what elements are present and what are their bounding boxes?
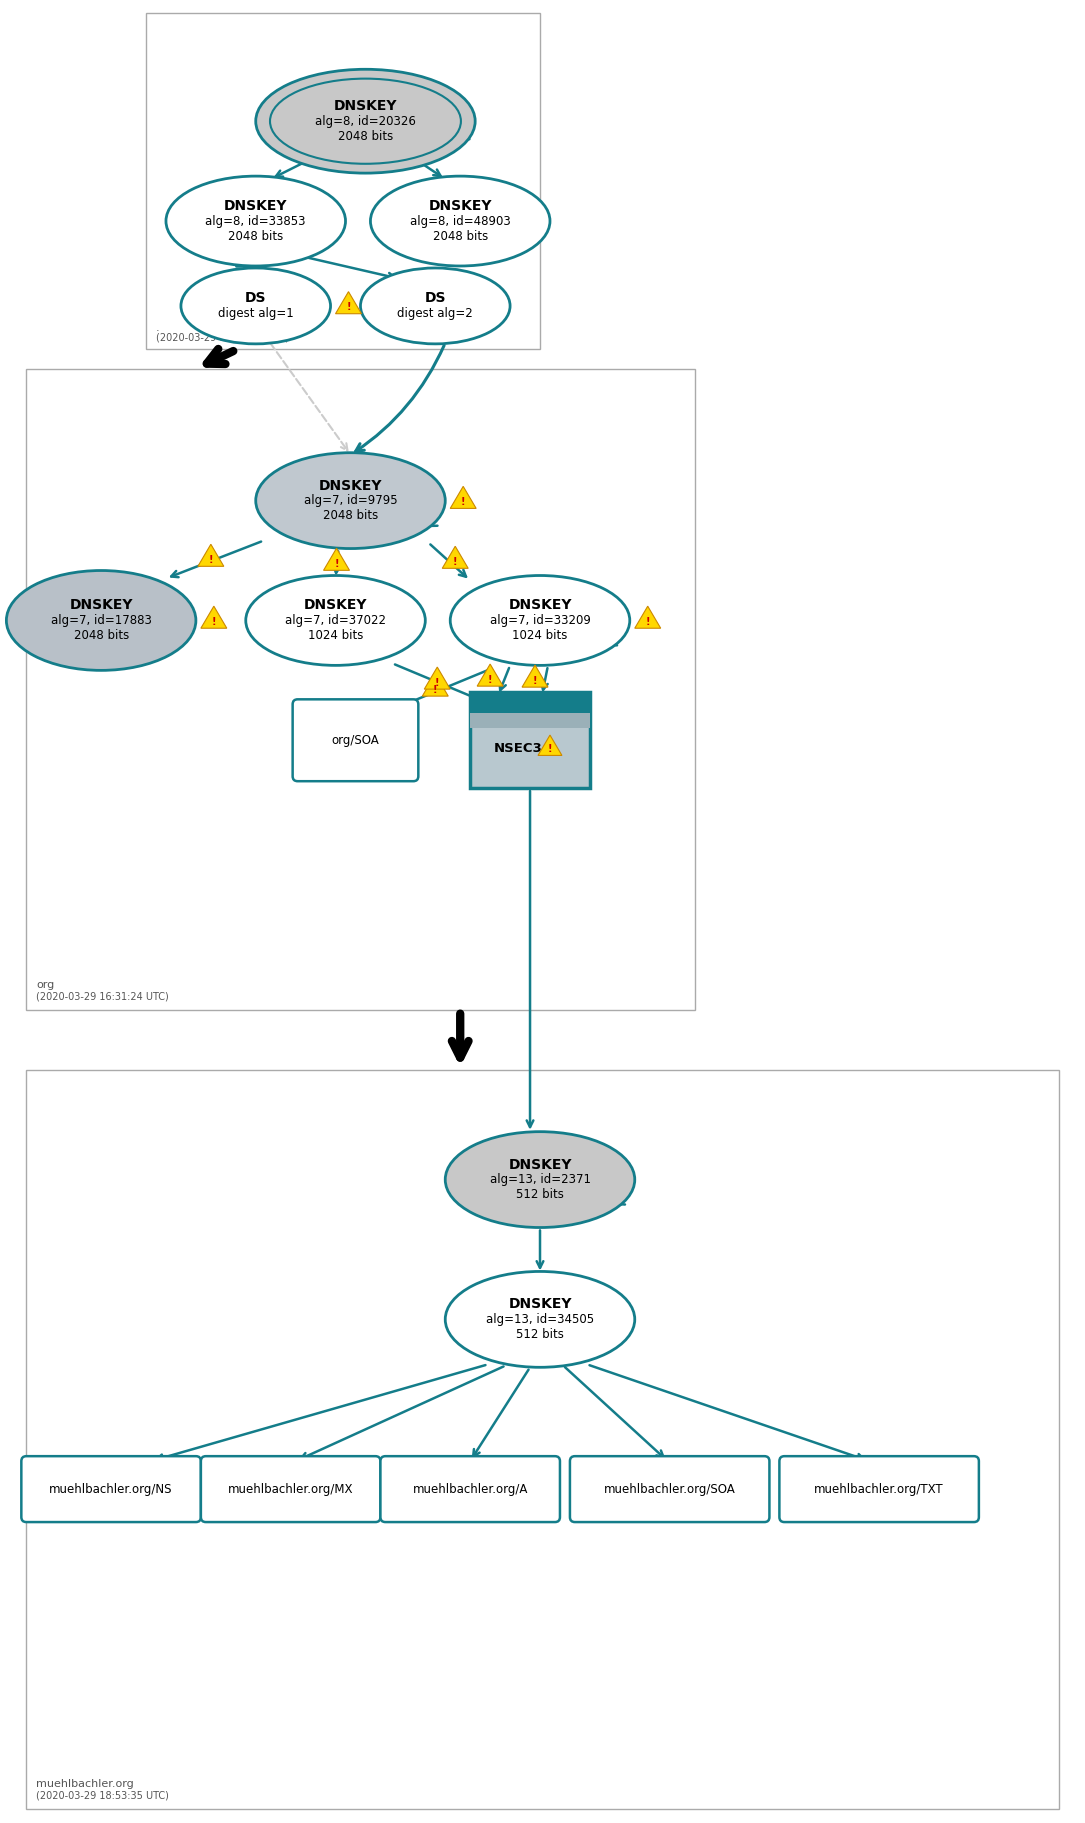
- Ellipse shape: [445, 1132, 635, 1227]
- Text: .: .: [156, 323, 159, 334]
- FancyBboxPatch shape: [570, 1457, 769, 1522]
- Text: 2048 bits: 2048 bits: [337, 129, 393, 142]
- Text: DNSKEY: DNSKEY: [224, 199, 288, 213]
- Text: alg=13, id=34505: alg=13, id=34505: [486, 1313, 595, 1325]
- Text: DNSKEY: DNSKEY: [69, 598, 132, 613]
- FancyBboxPatch shape: [381, 1457, 560, 1522]
- FancyBboxPatch shape: [26, 368, 694, 1010]
- Polygon shape: [450, 487, 476, 509]
- Polygon shape: [323, 549, 349, 571]
- Text: alg=8, id=33853: alg=8, id=33853: [205, 215, 306, 228]
- Text: muehlbachler.org/MX: muehlbachler.org/MX: [228, 1482, 354, 1495]
- Text: !: !: [346, 303, 350, 312]
- Text: 512 bits: 512 bits: [516, 1327, 564, 1342]
- Text: muehlbachler.org: muehlbachler.org: [36, 1779, 135, 1788]
- Polygon shape: [335, 292, 361, 314]
- FancyBboxPatch shape: [146, 13, 540, 348]
- Text: digest alg=2: digest alg=2: [397, 306, 473, 319]
- Polygon shape: [635, 607, 661, 629]
- FancyBboxPatch shape: [470, 693, 590, 713]
- FancyBboxPatch shape: [470, 713, 590, 727]
- Text: DNSKEY: DNSKEY: [319, 479, 382, 492]
- Polygon shape: [424, 667, 450, 689]
- Text: 1024 bits: 1024 bits: [308, 629, 363, 642]
- Text: DNSKEY: DNSKEY: [508, 1158, 572, 1172]
- Text: (2020-03-29 18:53:35 UTC): (2020-03-29 18:53:35 UTC): [36, 1790, 169, 1801]
- Text: 2048 bits: 2048 bits: [323, 509, 378, 521]
- Text: alg=8, id=20326: alg=8, id=20326: [315, 115, 416, 128]
- Ellipse shape: [166, 177, 345, 266]
- Text: DNSKEY: DNSKEY: [429, 199, 492, 213]
- Text: NSEC3: NSEC3: [494, 742, 542, 755]
- Text: DS: DS: [424, 292, 446, 306]
- Ellipse shape: [445, 1271, 635, 1367]
- Text: !: !: [533, 676, 537, 685]
- Ellipse shape: [246, 576, 425, 665]
- Polygon shape: [422, 675, 448, 696]
- Polygon shape: [201, 607, 227, 629]
- Text: !: !: [435, 678, 439, 687]
- Text: (2020-03-29 16:31:24 UTC): (2020-03-29 16:31:24 UTC): [36, 992, 169, 1003]
- FancyBboxPatch shape: [26, 1070, 1059, 1808]
- Text: !: !: [334, 560, 339, 569]
- Text: !: !: [208, 554, 213, 565]
- Text: 1024 bits: 1024 bits: [512, 629, 567, 642]
- Text: !: !: [646, 616, 650, 627]
- Ellipse shape: [270, 78, 461, 164]
- Text: 512 bits: 512 bits: [516, 1189, 564, 1201]
- Text: muehlbachler.org/SOA: muehlbachler.org/SOA: [603, 1482, 736, 1495]
- Text: muehlbachler.org/TXT: muehlbachler.org/TXT: [815, 1482, 944, 1495]
- Text: (2020-03-29 15:19:32 UTC): (2020-03-29 15:19:32 UTC): [156, 334, 289, 343]
- Text: alg=7, id=37022: alg=7, id=37022: [285, 614, 386, 627]
- Text: alg=13, id=2371: alg=13, id=2371: [489, 1172, 590, 1187]
- FancyBboxPatch shape: [201, 1457, 381, 1522]
- Polygon shape: [522, 665, 548, 687]
- Ellipse shape: [181, 268, 331, 345]
- Text: DS: DS: [245, 292, 267, 306]
- Polygon shape: [477, 664, 503, 685]
- Text: !: !: [548, 744, 552, 755]
- Text: muehlbachler.org/A: muehlbachler.org/A: [412, 1482, 528, 1495]
- Text: org/SOA: org/SOA: [332, 735, 380, 747]
- Text: alg=7, id=9795: alg=7, id=9795: [304, 494, 397, 507]
- Text: alg=7, id=33209: alg=7, id=33209: [489, 614, 590, 627]
- Ellipse shape: [370, 177, 550, 266]
- Text: digest alg=1: digest alg=1: [218, 306, 294, 319]
- Text: 2048 bits: 2048 bits: [228, 230, 283, 242]
- Text: alg=7, id=17883: alg=7, id=17883: [51, 614, 152, 627]
- Text: !: !: [452, 556, 458, 567]
- Ellipse shape: [256, 452, 445, 549]
- Ellipse shape: [450, 576, 629, 665]
- Text: 2048 bits: 2048 bits: [433, 230, 488, 242]
- Ellipse shape: [256, 69, 475, 173]
- Text: !: !: [212, 616, 216, 627]
- Text: !: !: [461, 498, 465, 507]
- Polygon shape: [443, 547, 469, 569]
- FancyBboxPatch shape: [779, 1457, 979, 1522]
- Text: !: !: [488, 675, 493, 685]
- FancyBboxPatch shape: [22, 1457, 201, 1522]
- Polygon shape: [197, 545, 224, 567]
- Text: DNSKEY: DNSKEY: [508, 1298, 572, 1311]
- FancyBboxPatch shape: [293, 700, 419, 782]
- Ellipse shape: [360, 268, 510, 345]
- Text: alg=8, id=48903: alg=8, id=48903: [410, 215, 511, 228]
- Text: muehlbachler.org/NS: muehlbachler.org/NS: [49, 1482, 173, 1495]
- Text: DNSKEY: DNSKEY: [304, 598, 368, 613]
- Text: 2048 bits: 2048 bits: [74, 629, 129, 642]
- Text: DNSKEY: DNSKEY: [508, 598, 572, 613]
- FancyBboxPatch shape: [470, 693, 590, 788]
- Text: !: !: [433, 685, 437, 695]
- Text: org: org: [36, 981, 54, 990]
- Ellipse shape: [7, 571, 196, 671]
- Text: DNSKEY: DNSKEY: [334, 98, 397, 113]
- Polygon shape: [538, 735, 562, 755]
